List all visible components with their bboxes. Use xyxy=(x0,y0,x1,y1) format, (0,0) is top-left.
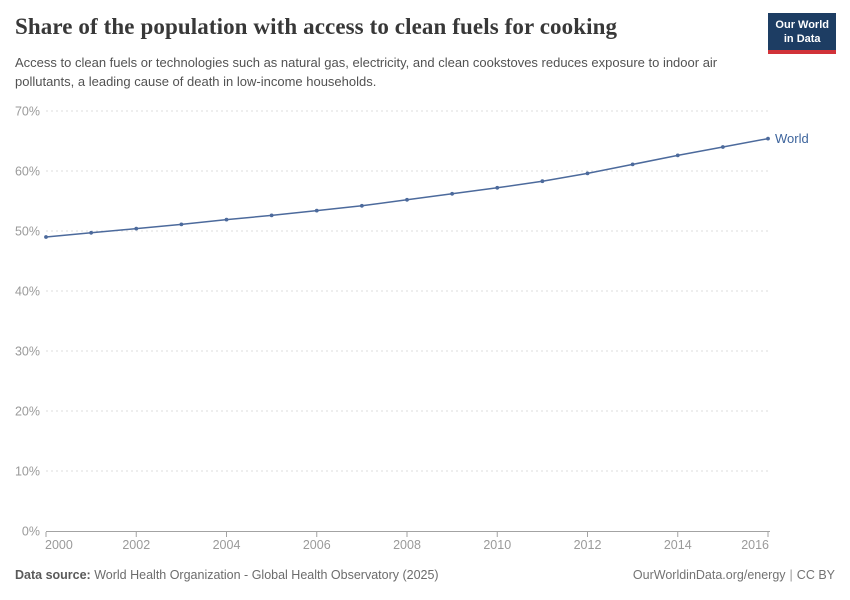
owid-logo-line1: Our World xyxy=(775,19,829,31)
data-point xyxy=(450,191,455,196)
footer-separator: | xyxy=(789,568,793,582)
y-tick-label: 30% xyxy=(15,344,40,358)
footer-url: OurWorldinData.org/energy xyxy=(632,568,786,582)
y-tick-label: 0% xyxy=(22,524,40,538)
data-point xyxy=(269,213,274,218)
data-point xyxy=(630,162,635,167)
chart-subtitle: Access to clean fuels or technologies su… xyxy=(15,55,718,90)
y-tick-label: 70% xyxy=(15,104,40,118)
y-tick-label: 40% xyxy=(15,284,40,298)
series-line-world xyxy=(45,137,769,238)
x-tick-label: 2010 xyxy=(483,538,511,552)
x-tick-label: 2002 xyxy=(122,538,150,552)
data-point xyxy=(540,179,545,184)
x-tick-label: 2004 xyxy=(213,538,241,552)
data-point xyxy=(405,197,409,202)
data-point xyxy=(224,217,229,222)
x-tick-label: 2016 xyxy=(741,538,769,552)
data-source: Data source: World Health Organization -… xyxy=(15,568,439,582)
page-title: Share of the population with access to c… xyxy=(15,14,618,39)
y-tick-label: 50% xyxy=(15,224,40,238)
x-tick-label: 2014 xyxy=(664,538,692,552)
data-point xyxy=(314,208,319,213)
x-tick-label: 2012 xyxy=(574,538,602,552)
series-label-world: World xyxy=(775,131,809,146)
data-point xyxy=(179,222,184,227)
data-point xyxy=(766,136,770,141)
chart-footer: Data source: World Health Organization -… xyxy=(15,568,835,582)
data-point xyxy=(495,185,500,190)
data-point xyxy=(44,235,48,239)
footer-license: CC BY xyxy=(796,568,835,582)
data-point xyxy=(134,226,139,231)
data-point xyxy=(675,153,680,158)
data-point xyxy=(359,203,364,208)
x-tick-label: 2008 xyxy=(393,538,421,552)
footer-credit: OurWorldinData.org/energy | CC BY xyxy=(633,568,835,582)
data-source-label: Data source: xyxy=(15,568,91,582)
x-tick-label: 2000 xyxy=(45,538,73,552)
data-point xyxy=(720,145,725,149)
data-source-value: World Health Organization - Global Healt… xyxy=(94,568,439,582)
x-tick-label: 2006 xyxy=(303,538,331,552)
y-tick-label: 20% xyxy=(15,404,40,418)
y-tick-label: 10% xyxy=(15,464,40,478)
owid-logo-line2: in Data xyxy=(783,33,821,46)
y-tick-label: 60% xyxy=(15,164,40,178)
data-point xyxy=(89,230,94,235)
data-point xyxy=(585,171,590,176)
owid-logo: Our World in Data xyxy=(768,13,836,54)
